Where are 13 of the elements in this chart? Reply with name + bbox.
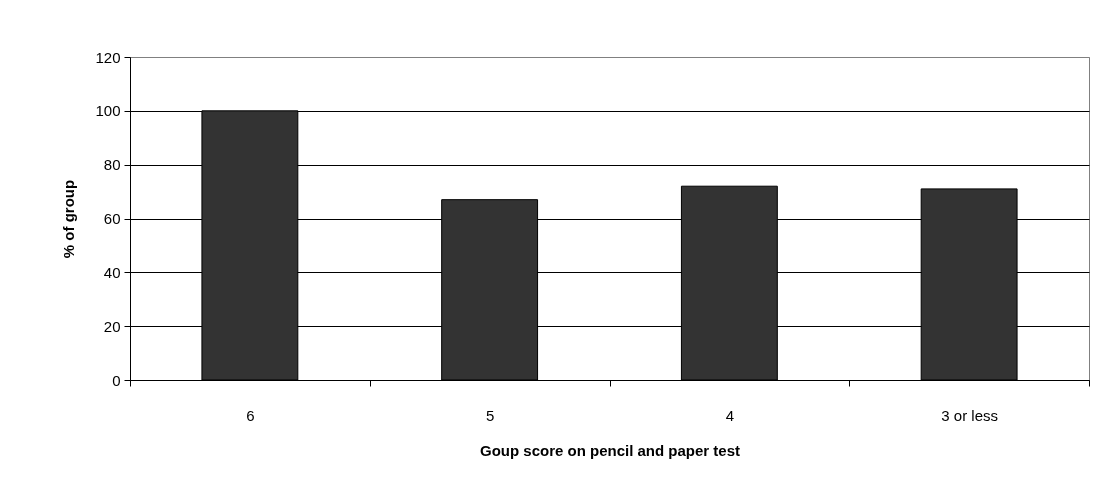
x-tick-label: 6 xyxy=(246,406,255,424)
y-tick-label: 40 xyxy=(103,263,121,281)
x-tick-label: 3 or less xyxy=(941,406,998,424)
x-tick-label: 5 xyxy=(485,406,495,424)
y-tick-label: 80 xyxy=(103,156,121,174)
y-tick-label: 0 xyxy=(112,371,121,389)
y-tick-label: 120 xyxy=(95,48,121,66)
y-tick-label: 60 xyxy=(103,210,121,227)
y-axis-title: % of group xyxy=(60,179,78,259)
x-tick-label: 4 xyxy=(725,406,735,424)
x-axis-title: Goup score on pencil and paper test xyxy=(479,441,741,459)
y-tick-label: 20 xyxy=(103,317,121,335)
y-tick-label: 100 xyxy=(95,102,121,120)
